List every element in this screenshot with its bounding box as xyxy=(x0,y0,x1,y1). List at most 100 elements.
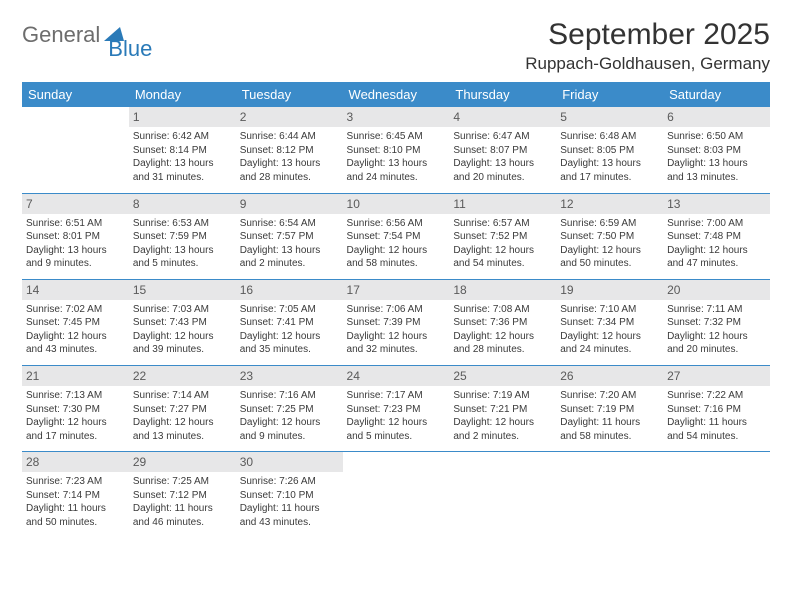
sunset-text: Sunset: 7:41 PM xyxy=(240,316,339,330)
sunrise-text: Sunrise: 7:13 AM xyxy=(26,389,125,403)
calendar-empty-cell xyxy=(22,107,129,193)
calendar-day-cell: 19Sunrise: 7:10 AMSunset: 7:34 PMDayligh… xyxy=(556,279,663,365)
calendar-day-cell: 30Sunrise: 7:26 AMSunset: 7:10 PMDayligh… xyxy=(236,452,343,538)
calendar-day-cell: 2Sunrise: 6:44 AMSunset: 8:12 PMDaylight… xyxy=(236,107,343,193)
sunset-text: Sunset: 7:36 PM xyxy=(453,316,552,330)
sunset-text: Sunset: 7:21 PM xyxy=(453,403,552,417)
calendar-body: 1Sunrise: 6:42 AMSunset: 8:14 PMDaylight… xyxy=(22,107,770,538)
sunrise-text: Sunrise: 7:06 AM xyxy=(347,303,446,317)
sunset-text: Sunset: 8:12 PM xyxy=(240,144,339,158)
sunset-text: Sunset: 7:10 PM xyxy=(240,489,339,503)
daylight-text: and 39 minutes. xyxy=(133,343,232,357)
daylight-text: and 31 minutes. xyxy=(133,171,232,185)
daylight-text: Daylight: 11 hours xyxy=(560,416,659,430)
calendar-day-cell: 7Sunrise: 6:51 AMSunset: 8:01 PMDaylight… xyxy=(22,193,129,279)
calendar-day-cell: 25Sunrise: 7:19 AMSunset: 7:21 PMDayligh… xyxy=(449,365,556,451)
sunrise-text: Sunrise: 6:50 AM xyxy=(667,130,766,144)
weekday-header: Friday xyxy=(556,82,663,107)
daylight-text: Daylight: 12 hours xyxy=(453,416,552,430)
calendar-row: 1Sunrise: 6:42 AMSunset: 8:14 PMDaylight… xyxy=(22,107,770,193)
day-number: 25 xyxy=(449,366,556,386)
calendar-day-cell: 11Sunrise: 6:57 AMSunset: 7:52 PMDayligh… xyxy=(449,193,556,279)
location: Ruppach-Goldhausen, Germany xyxy=(525,54,770,74)
daylight-text: and 50 minutes. xyxy=(560,257,659,271)
daylight-text: and 20 minutes. xyxy=(667,343,766,357)
calendar-page: General Blue September 2025 Ruppach-Gold… xyxy=(0,0,792,556)
daylight-text: and 2 minutes. xyxy=(453,430,552,444)
sunset-text: Sunset: 7:16 PM xyxy=(667,403,766,417)
day-number: 6 xyxy=(663,107,770,127)
sunset-text: Sunset: 8:14 PM xyxy=(133,144,232,158)
sunrise-text: Sunrise: 7:02 AM xyxy=(26,303,125,317)
calendar-day-cell: 9Sunrise: 6:54 AMSunset: 7:57 PMDaylight… xyxy=(236,193,343,279)
sunrise-text: Sunrise: 6:44 AM xyxy=(240,130,339,144)
weekday-header: Thursday xyxy=(449,82,556,107)
daylight-text: Daylight: 13 hours xyxy=(240,157,339,171)
day-number: 21 xyxy=(22,366,129,386)
calendar-day-cell: 18Sunrise: 7:08 AMSunset: 7:36 PMDayligh… xyxy=(449,279,556,365)
daylight-text: Daylight: 12 hours xyxy=(667,330,766,344)
sunrise-text: Sunrise: 7:16 AM xyxy=(240,389,339,403)
sunset-text: Sunset: 8:03 PM xyxy=(667,144,766,158)
daylight-text: and 43 minutes. xyxy=(26,343,125,357)
calendar-header-row: Sunday Monday Tuesday Wednesday Thursday… xyxy=(22,82,770,107)
daylight-text: and 47 minutes. xyxy=(667,257,766,271)
daylight-text: and 13 minutes. xyxy=(133,430,232,444)
day-number: 30 xyxy=(236,452,343,472)
sunset-text: Sunset: 7:34 PM xyxy=(560,316,659,330)
sunrise-text: Sunrise: 7:17 AM xyxy=(347,389,446,403)
calendar-day-cell: 27Sunrise: 7:22 AMSunset: 7:16 PMDayligh… xyxy=(663,365,770,451)
sunrise-text: Sunrise: 7:00 AM xyxy=(667,217,766,231)
sunset-text: Sunset: 7:59 PM xyxy=(133,230,232,244)
day-number: 11 xyxy=(449,194,556,214)
daylight-text: and 17 minutes. xyxy=(560,171,659,185)
calendar-day-cell: 20Sunrise: 7:11 AMSunset: 7:32 PMDayligh… xyxy=(663,279,770,365)
day-number: 14 xyxy=(22,280,129,300)
daylight-text: Daylight: 12 hours xyxy=(240,330,339,344)
day-number: 20 xyxy=(663,280,770,300)
weekday-header: Monday xyxy=(129,82,236,107)
daylight-text: Daylight: 13 hours xyxy=(560,157,659,171)
daylight-text: and 50 minutes. xyxy=(26,516,125,530)
daylight-text: Daylight: 13 hours xyxy=(347,157,446,171)
calendar-day-cell: 4Sunrise: 6:47 AMSunset: 8:07 PMDaylight… xyxy=(449,107,556,193)
calendar-day-cell: 8Sunrise: 6:53 AMSunset: 7:59 PMDaylight… xyxy=(129,193,236,279)
day-number: 15 xyxy=(129,280,236,300)
sunrise-text: Sunrise: 6:59 AM xyxy=(560,217,659,231)
sunset-text: Sunset: 8:10 PM xyxy=(347,144,446,158)
calendar-day-cell: 6Sunrise: 6:50 AMSunset: 8:03 PMDaylight… xyxy=(663,107,770,193)
sunset-text: Sunset: 8:05 PM xyxy=(560,144,659,158)
sunrise-text: Sunrise: 6:42 AM xyxy=(133,130,232,144)
daylight-text: Daylight: 12 hours xyxy=(133,330,232,344)
logo-text-blue: Blue xyxy=(108,36,152,62)
sunrise-text: Sunrise: 6:47 AM xyxy=(453,130,552,144)
sunrise-text: Sunrise: 6:53 AM xyxy=(133,217,232,231)
logo: General Blue xyxy=(22,18,152,48)
day-number: 1 xyxy=(129,107,236,127)
sunset-text: Sunset: 7:54 PM xyxy=(347,230,446,244)
calendar-day-cell: 24Sunrise: 7:17 AMSunset: 7:23 PMDayligh… xyxy=(343,365,450,451)
month-title: September 2025 xyxy=(525,18,770,52)
sunset-text: Sunset: 8:07 PM xyxy=(453,144,552,158)
day-number: 22 xyxy=(129,366,236,386)
sunrise-text: Sunrise: 7:20 AM xyxy=(560,389,659,403)
day-number: 5 xyxy=(556,107,663,127)
calendar-day-cell: 17Sunrise: 7:06 AMSunset: 7:39 PMDayligh… xyxy=(343,279,450,365)
sunset-text: Sunset: 8:01 PM xyxy=(26,230,125,244)
daylight-text: Daylight: 11 hours xyxy=(133,502,232,516)
calendar-row: 14Sunrise: 7:02 AMSunset: 7:45 PMDayligh… xyxy=(22,279,770,365)
calendar-empty-cell xyxy=(449,452,556,538)
daylight-text: Daylight: 13 hours xyxy=(133,157,232,171)
daylight-text: Daylight: 13 hours xyxy=(453,157,552,171)
sunrise-text: Sunrise: 7:10 AM xyxy=(560,303,659,317)
sunset-text: Sunset: 7:50 PM xyxy=(560,230,659,244)
daylight-text: Daylight: 12 hours xyxy=(26,330,125,344)
day-number: 18 xyxy=(449,280,556,300)
calendar-row: 7Sunrise: 6:51 AMSunset: 8:01 PMDaylight… xyxy=(22,193,770,279)
calendar-day-cell: 29Sunrise: 7:25 AMSunset: 7:12 PMDayligh… xyxy=(129,452,236,538)
sunset-text: Sunset: 7:48 PM xyxy=(667,230,766,244)
calendar-row: 21Sunrise: 7:13 AMSunset: 7:30 PMDayligh… xyxy=(22,365,770,451)
logo-text-general: General xyxy=(22,22,100,48)
sunrise-text: Sunrise: 6:45 AM xyxy=(347,130,446,144)
daylight-text: and 46 minutes. xyxy=(133,516,232,530)
